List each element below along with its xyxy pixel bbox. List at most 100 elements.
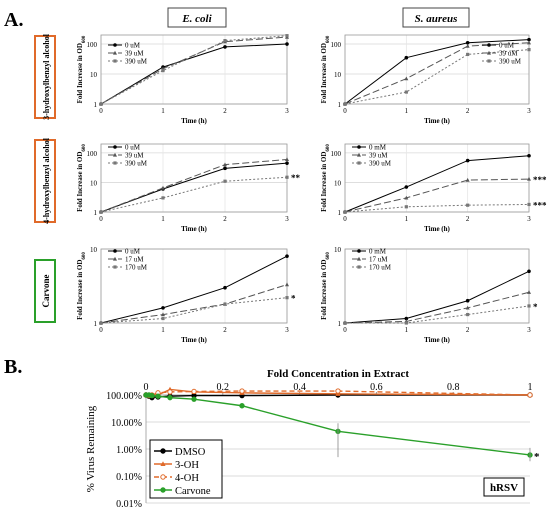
row-label-carvone-box [34,259,56,323]
y-axis-label: Fold Increase in OD600 [320,252,331,320]
data-point [527,176,531,181]
data-point [404,195,409,200]
legend-marker [113,43,117,47]
legend-label: 39 uM [125,152,144,160]
data-point [285,34,289,38]
chart-b: 0.01% 0.10% 1.00% 10.00% 100.00%0 0.2 0.4 0.6 0.… [85,368,540,510]
y-tick-label: 0.10% [116,472,142,483]
y-tick-label: 0.01% [116,499,142,510]
legend-label: 39 uM [369,152,388,160]
data-point [527,37,531,42]
legend-label: 170 uM [369,264,392,272]
series-2 [343,202,531,214]
series-line [344,49,530,105]
y-tick-label: 1 [338,209,342,217]
y-axis-label-subscript: 600 [82,252,87,260]
data-point [527,290,531,294]
data-point [465,158,470,163]
x-tick-label: 1 [405,107,409,115]
series-line [100,43,288,105]
data-point [99,321,103,325]
series-line [344,42,530,105]
legend-label: 390 uM [499,58,522,66]
y-tick-label: 1 [338,101,342,109]
y-axis-label-subscript: 600 [82,35,87,43]
x-tick-label: 0.8 [447,382,460,393]
data-point [285,175,289,179]
legend-marker [113,161,117,165]
row-label-carvone-text: Carvone [41,275,51,308]
legend-marker [487,59,491,63]
legend-label: 0 mM [369,144,387,152]
data-point [465,40,470,45]
data-point [404,205,408,209]
data-point [465,305,470,310]
annotation-box [483,477,525,497]
legend-marker [160,474,166,480]
y-tick-label: 100 [87,150,98,158]
y-tick-label: 1 [94,101,98,109]
data-point [285,42,289,46]
x-tick-label: 0 [99,215,103,223]
legend-marker [113,265,117,269]
x-tick-label: 1 [161,215,165,223]
x-tick-label: 3 [285,326,289,334]
y-tick-label: 10 [334,246,342,254]
legend-marker [357,145,361,149]
data-point [527,40,531,45]
x-tick-label: 0 [99,326,103,334]
y-tick-label: 10.00% [111,418,142,429]
legend-marker [487,50,491,55]
data-point [404,185,409,189]
data-point [223,166,227,171]
panel-b-label: B. [4,356,22,378]
data-point [527,202,531,207]
legend-label: DMSO [175,447,206,458]
y-tick-label: 1 [338,320,342,328]
y-tick-label: 10 [334,71,342,79]
x-tick-label: 3 [527,107,531,115]
y-tick-label: 100 [331,150,342,158]
x-axis-label: Time (h) [181,117,207,125]
y-axis-label: Fold Increase in OD600 [320,35,331,103]
data-point [285,296,289,300]
series-line [344,155,530,213]
y-tick-label: 10 [90,246,98,254]
legend-label: 3-OH [175,460,199,471]
row-label-3oh-text: 3-hydroxylbenzyl alcohol [42,33,51,120]
x-tick-label: 0 [343,215,347,223]
legend-label: 390 uM [369,160,392,168]
legend-label: 0 uM [125,248,141,256]
data-point [343,210,347,214]
y-tick-label: 100 [87,41,98,49]
data-point [343,102,347,106]
legend-marker [357,256,361,261]
data-point [527,48,531,52]
data-point [404,316,409,321]
data-point [167,394,173,401]
x-tick-label: 1 [528,382,533,393]
col-title-box-saureus [402,7,470,28]
data-point [404,55,409,60]
data-point [404,76,409,81]
legend-label: 390 uM [125,160,148,168]
series-line [100,35,288,105]
x-axis-label: Time (h) [181,225,207,233]
x-tick-label: 3 [527,215,531,223]
data-point [191,396,197,402]
legend-label: 4-OH [175,473,199,484]
x-tick-label: 2 [223,326,227,334]
series-line [344,39,530,105]
y-axis-label: Fold Increase in OD600 [320,144,331,212]
y-tick-label: 100.00% [106,391,142,402]
x-tick-label: 0.2 [217,382,230,393]
data-point [223,162,227,167]
legend-marker [160,448,166,454]
x-tick-label: 1 [405,326,409,334]
